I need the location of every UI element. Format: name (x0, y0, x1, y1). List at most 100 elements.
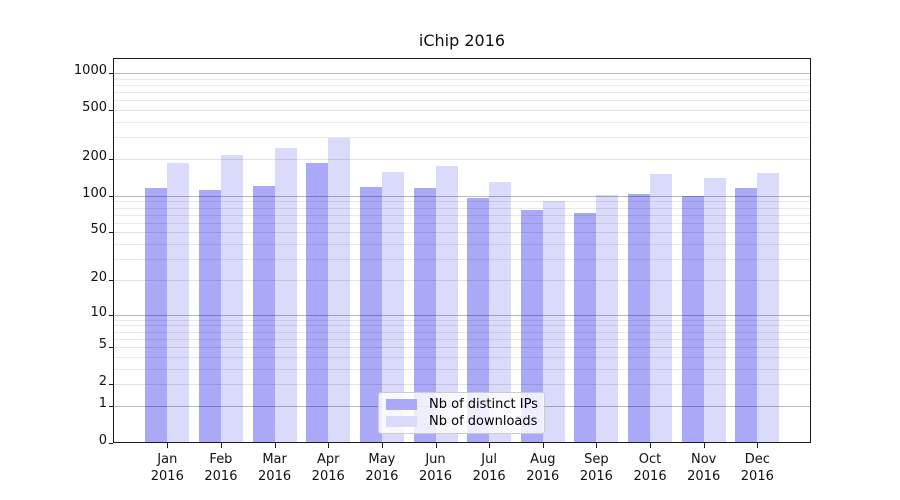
gridline-100 (114, 195, 810, 197)
gridline-600 (114, 100, 810, 102)
gridline-8 (114, 325, 810, 327)
gridline-6 (114, 338, 810, 340)
x-tick-label-feb: Feb 2016 (204, 452, 238, 484)
gridline-3 (114, 368, 810, 370)
gridline-1000 (114, 73, 810, 75)
gridline-5 (114, 347, 810, 349)
x-tick-label-dec: Dec 2016 (740, 452, 774, 484)
gridline-7 (114, 331, 810, 333)
bar-oct-downloads (650, 174, 673, 443)
gridline-20 (114, 279, 810, 281)
bar-jun-downloads (435, 165, 458, 443)
y-tick-label-500: 500 (82, 100, 107, 116)
plot-border (113, 58, 811, 443)
bar-may-distinct-ips (359, 186, 382, 443)
x-tick-mark-apr (328, 443, 330, 448)
y-tick-label-200: 200 (82, 149, 107, 165)
y-tick-label-10: 10 (90, 304, 107, 320)
y-tick-mark-50 (109, 232, 113, 234)
x-tick-mark-dec (757, 443, 759, 448)
x-tick-label-jan: Jan 2016 (150, 452, 184, 484)
bar-nov-distinct-ips (681, 195, 704, 443)
bar-oct-distinct-ips (628, 193, 651, 443)
x-tick-mark-mar (274, 443, 276, 448)
bar-nov-downloads (703, 177, 726, 443)
gridline-50 (114, 232, 810, 234)
bar-jun-distinct-ips (413, 188, 436, 443)
x-tick-label-may: May 2016 (365, 452, 399, 484)
bar-aug-distinct-ips (520, 209, 543, 443)
y-tick-mark-0 (109, 443, 113, 444)
x-tick-mark-oct (650, 443, 652, 448)
x-tick-label-sep: Sep 2016 (579, 452, 613, 484)
bar-apr-downloads (328, 137, 351, 443)
x-tick-mark-jul (489, 443, 491, 448)
bar-feb-distinct-ips (198, 189, 221, 443)
y-tick-label-5: 5 (98, 337, 107, 353)
y-tick-mark-2 (109, 384, 113, 386)
gridline-200 (114, 159, 810, 161)
x-tick-label-aug: Aug 2016 (526, 452, 560, 484)
gridline-400 (114, 122, 810, 124)
y-tick-mark-200 (109, 159, 113, 161)
x-tick-mark-feb (220, 443, 222, 448)
x-tick-mark-jun (435, 443, 437, 448)
gridline-800 (114, 84, 810, 86)
legend-item-downloads: Nb of downloads (379, 414, 544, 429)
gridline-60 (114, 222, 810, 224)
y-tick-label-50: 50 (90, 222, 107, 238)
x-tick-label-oct: Oct 2016 (633, 452, 667, 484)
x-tick-label-nov: Nov 2016 (687, 452, 721, 484)
y-tick-label-20: 20 (90, 269, 107, 285)
x-tick-label-jul: Jul 2016 (472, 452, 506, 484)
x-tick-label-jun: Jun 2016 (418, 452, 453, 484)
y-tick-mark-100 (109, 195, 113, 197)
x-tick-mark-may (381, 443, 383, 448)
x-tick-label-apr: Apr 2016 (311, 452, 345, 484)
gridline-70 (114, 214, 810, 216)
y-tick-label-0: 0 (98, 433, 107, 448)
y-tick-mark-20 (109, 279, 113, 281)
y-tick-mark-1 (109, 405, 113, 407)
bar-apr-distinct-ips (306, 163, 329, 443)
y-tick-mark-1000 (109, 73, 113, 75)
bar-jan-distinct-ips (145, 188, 168, 443)
x-tick-mark-nov (703, 443, 705, 448)
legend-label-downloads: Nb of downloads (429, 414, 538, 429)
bar-jul-downloads (489, 181, 512, 443)
y-tick-mark-500 (109, 110, 113, 112)
bar-may-downloads (381, 172, 404, 443)
gridline-10 (114, 314, 810, 316)
y-tick-mark-10 (109, 314, 113, 316)
legend-swatch-distinct-ips (386, 399, 417, 410)
gridline-500 (114, 110, 810, 112)
bar-dec-distinct-ips (735, 188, 758, 443)
y-tick-mark-5 (109, 347, 113, 349)
gridline-90 (114, 201, 810, 203)
bar-jul-distinct-ips (467, 198, 490, 443)
bar-dec-downloads (757, 172, 780, 443)
y-tick-label-2: 2 (98, 374, 107, 390)
legend-swatch-downloads (386, 416, 417, 427)
bar-mar-downloads (274, 147, 297, 443)
gridline-900 (114, 78, 810, 80)
gridline-80 (114, 207, 810, 209)
bar-mar-distinct-ips (252, 186, 275, 443)
y-tick-label-1000: 1000 (73, 63, 107, 79)
legend: Nb of distinct IPs Nb of downloads (378, 392, 545, 434)
x-tick-mark-aug (542, 443, 544, 448)
gridline-700 (114, 92, 810, 94)
x-tick-mark-jan (167, 443, 169, 448)
bar-aug-downloads (542, 200, 565, 443)
y-tick-label-1: 1 (98, 395, 107, 411)
gridline-30 (114, 259, 810, 261)
gridline-300 (114, 137, 810, 139)
gridline-2 (114, 384, 810, 386)
bar-sep-downloads (596, 194, 619, 443)
gridline-40 (114, 244, 810, 246)
